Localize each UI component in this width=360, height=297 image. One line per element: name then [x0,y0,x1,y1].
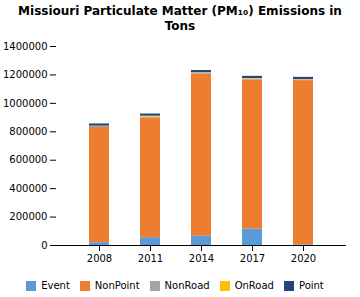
html-text:NonPoint: NonPoint [94,280,140,291]
html-text:NonRoad: NonRoad [164,280,210,291]
svg-text:1400000: 1400000 [3,41,48,52]
html-text:OnRoad: OnRoad [234,280,274,291]
html-text:Event: Event [41,280,70,291]
svg-text:1000000: 1000000 [3,98,48,109]
svg-text:600000: 600000 [9,154,47,165]
svg-text:0: 0 [41,240,47,251]
svg-text:2020: 2020 [291,253,316,264]
svg-text:2011: 2011 [138,253,163,264]
svg-text:200000: 200000 [9,211,47,222]
svg-text:2017: 2017 [240,253,265,264]
svg-text:1200000: 1200000 [3,69,48,80]
svg-text:2014: 2014 [189,253,214,264]
svg-text:2008: 2008 [87,253,112,264]
svg-text:800000: 800000 [9,126,47,137]
html-text:Point: Point [299,280,324,291]
svg-text:400000: 400000 [9,183,47,194]
html-text:Missiouri Particulate Matter (: Missiouri Particulate Matter (PM₁₀) Emis… [18,4,342,33]
